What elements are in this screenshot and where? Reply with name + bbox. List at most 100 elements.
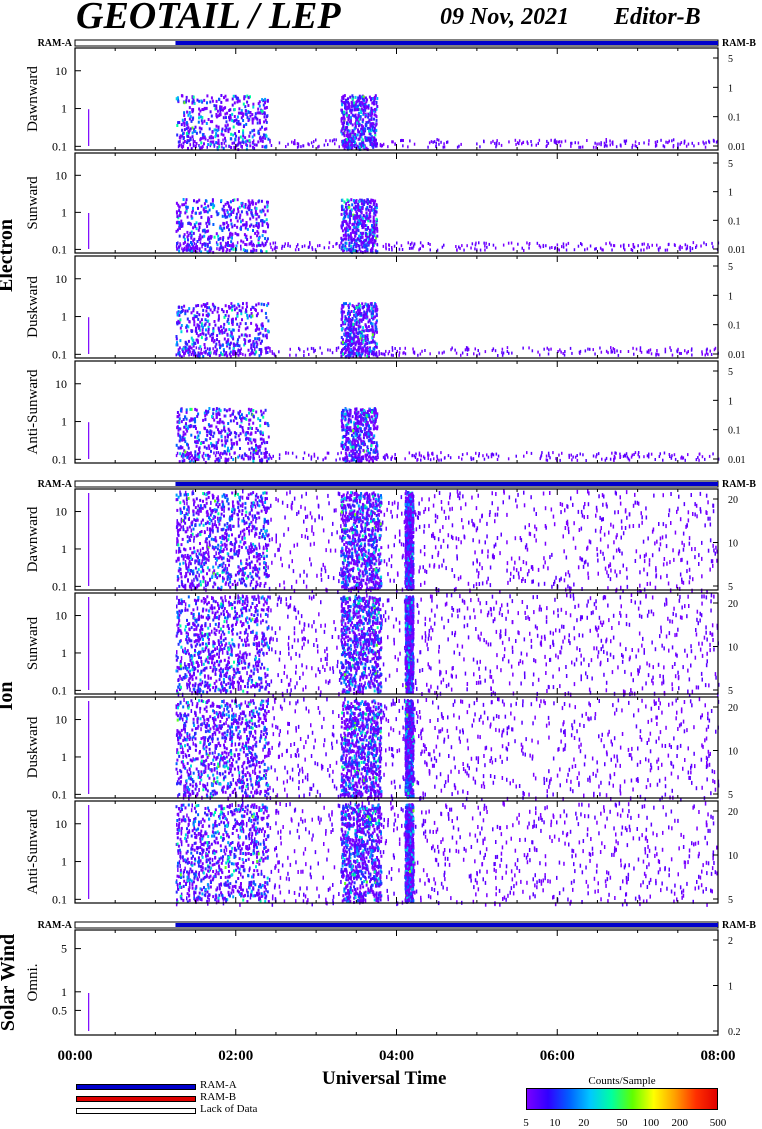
electron-panel-sunward-active-mark bbox=[348, 206, 350, 209]
electron-panel-duskward-active-mark bbox=[351, 327, 353, 330]
electron-panel-duskward-active-mark bbox=[197, 304, 199, 307]
electron-panel-dawnward-bg-mark bbox=[521, 142, 523, 145]
electron-panel-anti-sunward-bg-mark bbox=[523, 455, 525, 458]
electron-panel-duskward-bg-mark bbox=[314, 349, 316, 352]
electron-panel-anti-sunward-active-mark bbox=[259, 449, 261, 452]
electron-panel-anti-sunward-active-mark bbox=[194, 420, 196, 423]
electron-panel-anti-sunward-active-mark bbox=[252, 422, 254, 425]
electron-panel-anti-sunward-active-mark bbox=[183, 454, 185, 457]
electron-panel-sunward-bg-mark bbox=[324, 246, 326, 249]
ion-panel-dawnward-bg-mark bbox=[616, 574, 618, 578]
electron-panel-dawnward-active-mark bbox=[247, 104, 249, 107]
electron-panel-duskward-active-mark bbox=[360, 319, 362, 322]
electron-panel-sunward-active-mark bbox=[256, 213, 258, 216]
ion-panel-dawnward-bg-mark bbox=[601, 518, 603, 522]
ion-panel-dawnward-bg-mark bbox=[462, 494, 464, 498]
electron-panel-duskward-bg-mark bbox=[303, 354, 305, 357]
electron-panel-anti-sunward-bg-mark bbox=[516, 455, 518, 458]
electron-panel-dawnward-active-mark bbox=[184, 128, 186, 131]
electron-panel-duskward-active-mark bbox=[363, 330, 365, 333]
electron-panel-sunward-bg-mark bbox=[647, 243, 649, 246]
electron-panel-dawnward-active-mark bbox=[223, 147, 225, 150]
electron-panel-sunward-active-mark bbox=[205, 222, 207, 225]
electron-panel-dawnward-active-mark bbox=[356, 122, 358, 125]
electron-panel-sunward-active-mark bbox=[376, 218, 378, 221]
electron-panel-sunward-active-mark bbox=[199, 247, 201, 250]
ion-panel-dawnward-bg-mark bbox=[306, 585, 308, 589]
electron-panel-dawnward-active-mark bbox=[212, 140, 214, 143]
electron-panel-anti-sunward-active-mark bbox=[183, 426, 185, 429]
ion-panel-dawnward-bg-mark bbox=[529, 523, 531, 527]
electron-panel-sunward-active-mark bbox=[241, 204, 243, 207]
electron-panel-duskward-active-mark bbox=[228, 315, 230, 318]
electron-panel-duskward-active-mark bbox=[205, 328, 207, 331]
electron-panel-duskward-active-mark bbox=[245, 308, 247, 311]
electron-panel-duskward-active-mark bbox=[242, 306, 244, 309]
electron-panel-sunward-bg-mark bbox=[332, 245, 334, 248]
electron-panel-anti-sunward-frame bbox=[75, 361, 718, 463]
electron-panel-anti-sunward-bg-mark bbox=[498, 455, 500, 458]
electron-panel-anti-sunward-active-mark bbox=[365, 427, 367, 430]
electron-panel-sunward-active-mark bbox=[190, 223, 192, 226]
electron-panel-duskward-active-mark bbox=[373, 353, 375, 356]
electron-panel-sunward-active-mark bbox=[220, 237, 222, 240]
electron-panel-dawnward-active-mark bbox=[245, 140, 247, 143]
electron-panel-anti-sunward-bg-mark bbox=[547, 459, 549, 462]
electron-panel-dawnward-active-mark bbox=[225, 140, 227, 143]
electron-panel-sunward-active-mark bbox=[343, 217, 345, 220]
electron-panel-dawnward-active-mark bbox=[349, 133, 351, 136]
electron-panel-sunward-bg-mark bbox=[489, 243, 491, 246]
electron-panel-sunward-active-mark bbox=[233, 248, 235, 251]
electron-panel-dawnward-bg-mark bbox=[494, 142, 496, 145]
electron-panel-dawnward-bg-mark bbox=[616, 145, 618, 148]
ion-panel-dawnward-bg-mark bbox=[649, 563, 651, 567]
electron-panel-anti-sunward-active-mark bbox=[235, 436, 237, 439]
electron-panel-duskward-active-mark bbox=[200, 351, 202, 354]
electron-panel-anti-sunward-active-mark bbox=[344, 443, 346, 446]
electron-panel-anti-sunward-bg-mark bbox=[421, 454, 423, 457]
electron-panel-anti-sunward-active-mark bbox=[372, 456, 374, 459]
electron-panel-sunward-active-mark bbox=[221, 246, 223, 249]
ion-panel-dawnward-bg-mark bbox=[313, 532, 315, 536]
electron-panel-sunward-bg-mark bbox=[485, 242, 487, 245]
electron-panel-anti-sunward-active-mark bbox=[341, 425, 343, 428]
electron-panel-duskward-active-mark bbox=[267, 319, 269, 322]
electron-panel-anti-sunward-bg-mark bbox=[337, 452, 339, 455]
ion-panel-dawnward-bg-mark bbox=[433, 504, 435, 508]
electron-panel-sunward-bg-mark bbox=[557, 243, 559, 246]
electron-panel-duskward-active-mark bbox=[349, 333, 351, 336]
ion-panel-dawnward-bg-mark bbox=[683, 543, 685, 547]
electron-panel-dawnward-bg-mark bbox=[447, 141, 449, 144]
ion-panel-dawnward-bg-mark bbox=[608, 564, 610, 568]
ion-panel-dawnward-bg-mark bbox=[629, 524, 631, 528]
electron-panel-anti-sunward-bg-mark bbox=[308, 454, 310, 457]
electron-panel-sunward-active-mark bbox=[179, 214, 181, 217]
electron-panel-sunward-active-mark bbox=[231, 225, 233, 228]
electron-panel-anti-sunward-bg-mark bbox=[482, 454, 484, 457]
electron-panel-anti-sunward-active-mark bbox=[367, 432, 369, 435]
electron-panel-anti-sunward-active-mark bbox=[266, 441, 268, 444]
electron-panel-duskward-active-mark bbox=[344, 321, 346, 324]
electron-panel-sunward-bg-mark bbox=[200, 241, 202, 244]
electron-panel-sunward-bg-mark bbox=[430, 248, 432, 251]
electron-panel-anti-sunward-active-mark bbox=[183, 438, 185, 441]
electron-panel-sunward-active-mark bbox=[363, 201, 365, 204]
electron-panel-sunward-bg-mark bbox=[605, 242, 607, 245]
ion-panel-dawnward-bg-mark bbox=[543, 556, 545, 560]
electron-panel-dawnward-active-mark bbox=[243, 95, 245, 98]
electron-panel-sunward-active-mark bbox=[201, 235, 203, 238]
electron-panel-sunward-active-mark bbox=[250, 236, 252, 239]
electron-panel-duskward-active-mark bbox=[362, 315, 364, 318]
electron-panel-sunward-bg-mark bbox=[297, 243, 299, 246]
electron-panel-anti-sunward-bg-mark bbox=[712, 452, 714, 455]
electron-panel-duskward-active-mark bbox=[180, 330, 182, 333]
electron-panel-anti-sunward-active-mark bbox=[177, 421, 179, 424]
electron-panel-duskward-bg-mark bbox=[614, 350, 616, 353]
ion-panel-dawnward-bg-mark bbox=[595, 514, 597, 518]
electron-panel-duskward-active-mark bbox=[365, 329, 367, 332]
electron-panel-sunward-bg-mark bbox=[470, 247, 472, 250]
electron-panel-anti-sunward-active-mark bbox=[220, 409, 222, 412]
electron-panel-sunward-active-mark bbox=[224, 213, 226, 216]
electron-panel-dawnward-active-mark bbox=[244, 136, 246, 139]
electron-panel-sunward-bg-mark bbox=[302, 245, 304, 248]
